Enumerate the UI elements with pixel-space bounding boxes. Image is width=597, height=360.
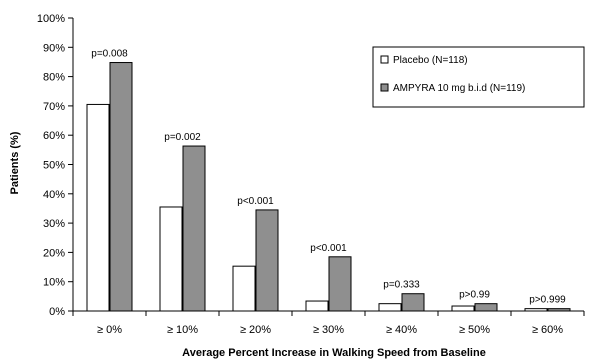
placebo-bar (451, 305, 475, 312)
p-value-label: p<0.001 (310, 243, 347, 254)
y-tick-label: 10% (43, 277, 65, 289)
placebo-legend-label: Placebo (N=118) (393, 55, 468, 66)
x-tick-label: ≥ 30% (313, 324, 344, 336)
p-value-label: p>0.99 (459, 290, 490, 301)
placebo-legend-swatch (380, 55, 389, 64)
placebo-bar (232, 265, 256, 312)
y-tick-label: 40% (43, 189, 65, 201)
p-value-label: p=0.002 (164, 132, 201, 143)
placebo-bar (86, 103, 110, 312)
y-tick-label: 50% (43, 160, 65, 172)
x-tick-label: ≥ 60% (532, 324, 563, 336)
y-tick-label: 90% (43, 42, 65, 54)
legend: Placebo (N=118) AMPYRA 10 mg b.i.d (N=119… (372, 46, 585, 108)
y-tick-label: 0% (49, 306, 65, 318)
axes (72, 18, 584, 312)
x-tick-label: ≥ 50% (459, 324, 490, 336)
y-axis-title: Patients (%) (9, 131, 21, 194)
y-axis-ticks: 0% 10% 20% 30% 40% 50% 60% 70% 80% 90% 100% (37, 13, 73, 318)
y-tick-label: 20% (43, 247, 65, 259)
ampyra-bar (474, 303, 498, 312)
p-value-label: p=0.008 (91, 49, 128, 60)
ampyra-legend-swatch (380, 83, 389, 92)
placebo-bar (378, 303, 402, 312)
x-tick-label: ≥ 40% (386, 324, 417, 336)
placebo-bar (159, 206, 183, 312)
x-tick-label: ≥ 10% (167, 324, 198, 336)
ampyra-bar (109, 62, 133, 312)
p-value-label: p<0.001 (237, 196, 274, 207)
ampyra-bar (401, 293, 425, 312)
legend-box (372, 46, 585, 108)
ampyra-bar (255, 209, 279, 312)
y-tick-label: 80% (43, 72, 65, 84)
p-value-label: p>0.999 (529, 295, 566, 306)
x-tick-label: ≥ 0% (97, 324, 122, 336)
x-axis-ticks: ≥ 0% ≥ 10% ≥ 20% ≥ 30% ≥ 40% ≥ 50% ≥ 60% (72, 311, 585, 336)
x-axis-title: Average Percent Increase in Walking Spee… (182, 347, 486, 359)
y-tick-label: 60% (43, 130, 65, 142)
placebo-bar (305, 300, 329, 312)
ampyra-legend-label: AMPYRA 10 mg b.i.d (N=119) (393, 83, 525, 94)
ampyra-bar (182, 145, 206, 312)
x-tick-label: ≥ 20% (240, 324, 271, 336)
p-value-annotations: p=0.008 p=0.002 p<0.001 p<0.001 p=0.333 p>0.9… (91, 49, 566, 306)
y-tick-label: 70% (43, 101, 65, 113)
y-tick-label: 30% (43, 218, 65, 230)
p-value-label: p=0.333 (383, 280, 420, 291)
ampyra-bar (328, 256, 352, 312)
y-tick-label: 100% (37, 13, 65, 25)
